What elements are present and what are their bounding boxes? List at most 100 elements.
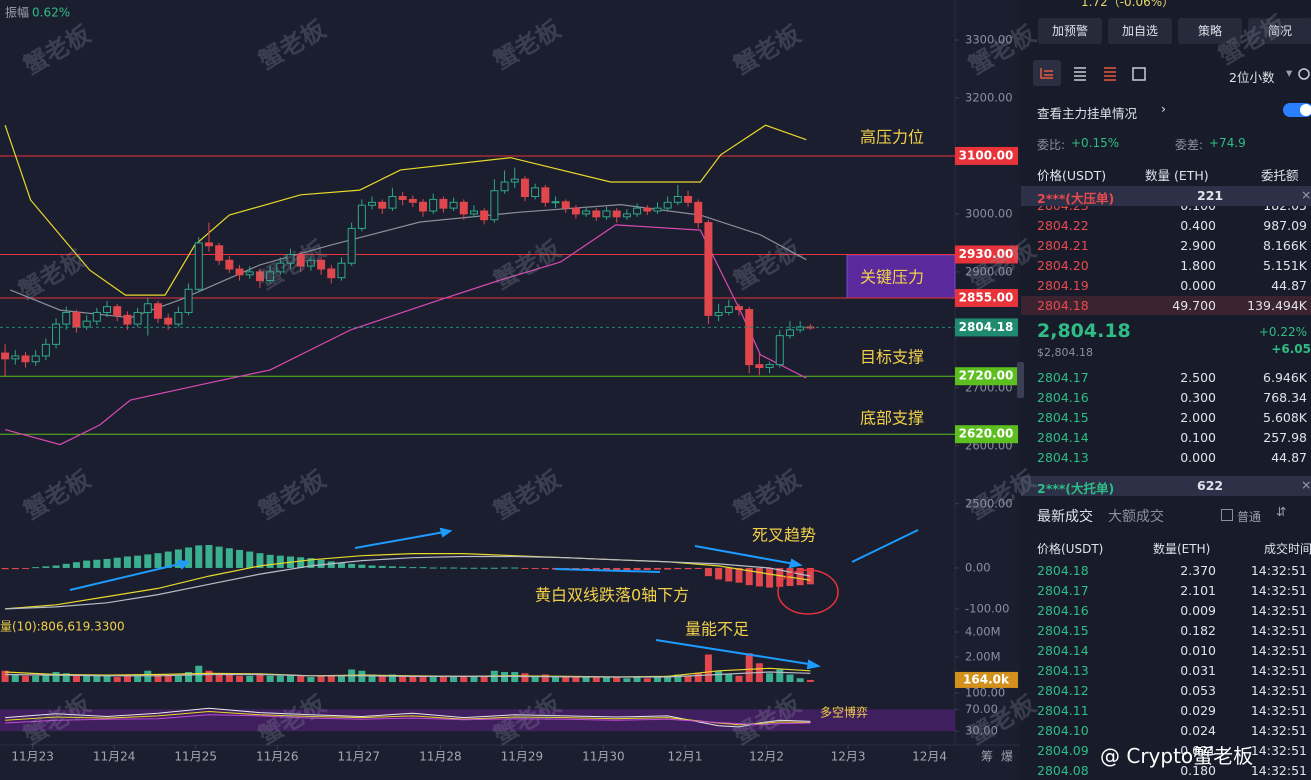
level-tag <box>955 367 1018 386</box>
macd-bar <box>470 567 478 569</box>
candle-body <box>194 242 203 290</box>
cell: 14:32:51 <box>1250 623 1307 638</box>
indicator-line <box>5 714 811 726</box>
toggle[interactable] <box>1283 103 1311 117</box>
volume-bar <box>602 677 610 682</box>
change-pct: +0.22% <box>1258 325 1307 339</box>
book-header: 价格(USDT) <box>1037 168 1107 183</box>
volume-bar <box>623 678 631 682</box>
cell: 2804.14 <box>1037 430 1089 445</box>
cell: 0.029 <box>1180 703 1216 718</box>
settings-icon[interactable] <box>1298 68 1310 80</box>
macd-bar <box>664 567 672 570</box>
macd-bar <box>42 566 50 568</box>
macd-bar <box>776 567 784 587</box>
macd-bar <box>205 545 213 568</box>
macd-bar <box>52 565 60 568</box>
icon-bg[interactable] <box>1033 60 1061 86</box>
button[interactable]: 加预警 <box>1038 18 1102 44</box>
volume-bar <box>521 673 529 682</box>
arrow-head <box>788 558 803 569</box>
macd-bar <box>215 546 223 568</box>
cell: 2804.18 <box>1037 563 1089 578</box>
macd-bar <box>653 567 661 570</box>
trade-tab[interactable]: 大额成交 <box>1108 509 1164 525</box>
y-tick-label: 3300.00 <box>965 33 1013 47</box>
volume-bar <box>806 679 814 682</box>
cell: 44.87 <box>1271 450 1307 465</box>
close[interactable]: × <box>1301 187 1311 202</box>
macd-bar <box>307 558 315 568</box>
arrow-head <box>177 559 191 570</box>
candle-body <box>153 303 162 319</box>
candle-body <box>663 201 672 209</box>
macd-bar <box>256 553 264 568</box>
decimals[interactable]: 2位小数 <box>1229 70 1275 85</box>
current-price-label: 2804.18 <box>959 320 1014 334</box>
candle-body <box>449 201 458 209</box>
candle-body <box>388 196 397 209</box>
volume-bar <box>735 675 743 682</box>
candle-body <box>41 343 50 357</box>
macd-bar <box>460 567 468 569</box>
cell: 2.000 <box>1180 410 1216 425</box>
close[interactable]: × <box>1301 477 1311 492</box>
macd-bar <box>225 548 233 568</box>
trade-tab[interactable]: 最新成交 <box>1037 509 1093 525</box>
button[interactable]: 简况 <box>1248 18 1311 44</box>
macd-bar <box>511 567 519 569</box>
candle-body <box>612 210 621 218</box>
indicator-line <box>5 553 811 610</box>
icon[interactable] <box>1132 67 1146 81</box>
trade-mode[interactable]: 普通 <box>1237 510 1262 524</box>
y-tick-label: 4.00M <box>965 625 1001 639</box>
macd-bar <box>796 567 804 586</box>
candle-body <box>31 355 40 363</box>
annotation: 黄白双线跌落0轴下方 <box>535 586 689 605</box>
macd-bar <box>195 545 203 568</box>
main-orders-link[interactable]: 查看主力挂单情况 <box>1037 106 1138 121</box>
cell: 139.494K <box>1247 298 1307 313</box>
cell: 14:32:51 <box>1250 683 1307 698</box>
big-bid-row: 2***(大托单) 622 × <box>1021 476 1311 496</box>
candle-body <box>561 201 570 209</box>
splitter-handle[interactable] <box>1017 362 1024 398</box>
candle-body <box>174 311 183 325</box>
cell: 2804.08 <box>1037 763 1089 778</box>
candle-body <box>643 207 652 212</box>
icon[interactable] <box>1040 68 1053 79</box>
candle-body <box>633 207 642 215</box>
filter-icon[interactable]: ⇵ <box>1276 504 1287 519</box>
axis-button[interactable]: 筹 <box>981 750 993 764</box>
annotation: 底部支撑 <box>860 409 924 428</box>
chart-bg <box>0 0 1020 780</box>
checkbox[interactable] <box>1221 509 1233 521</box>
volume-bar <box>541 674 549 682</box>
icon[interactable] <box>1104 67 1116 81</box>
volume-bar <box>592 677 600 682</box>
axis-button[interactable]: 爆 <box>1001 750 1013 764</box>
volume-bar <box>93 675 101 682</box>
ratio-label: 委比: <box>1037 138 1066 152</box>
macd-bar <box>633 567 641 570</box>
icon-row <box>1033 60 1310 86</box>
cell: 14:32:51 <box>1250 643 1307 658</box>
button[interactable]: 加自选 <box>1108 18 1172 44</box>
macd-bar <box>246 551 254 568</box>
volume-bar <box>307 677 315 682</box>
volume-bar <box>704 654 712 682</box>
candle-body <box>602 210 611 218</box>
button[interactable]: 策略 <box>1178 18 1242 44</box>
candle-body <box>337 262 346 279</box>
cell: 0.024 <box>1180 723 1216 738</box>
macd-bar <box>409 567 417 569</box>
candle-body <box>785 329 794 337</box>
cell: 44.87 <box>1271 278 1307 293</box>
cell: 0.180 <box>1180 763 1216 778</box>
candle-body <box>123 314 132 325</box>
book-header: 委托额 <box>1261 168 1299 183</box>
cell: 2804.11 <box>1037 703 1089 718</box>
icon[interactable] <box>1074 67 1086 81</box>
cell: 14:32:51 <box>1250 723 1307 738</box>
